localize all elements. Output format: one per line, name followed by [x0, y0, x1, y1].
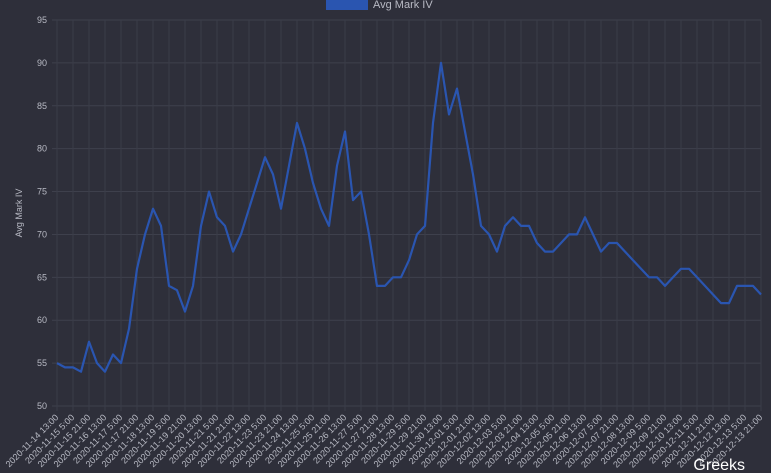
y-tick-label: 60 — [37, 315, 47, 325]
y-tick-label: 75 — [37, 187, 47, 197]
y-tick-label: 50 — [37, 401, 47, 411]
legend-swatch — [326, 0, 368, 10]
watermark: Greeks — [693, 457, 745, 473]
line — [56, 61, 762, 373]
legend-label: Avg Mark IV — [373, 0, 433, 11]
y-tick-label: 65 — [37, 272, 47, 282]
y-tick-label: 90 — [37, 58, 47, 68]
y-tick-label: 95 — [37, 15, 47, 25]
y-tick-label: 80 — [37, 144, 47, 154]
y-tick-label: 55 — [37, 358, 47, 368]
y-axis-title: Avg Mark IV — [14, 189, 24, 238]
y-tick-label: 70 — [37, 229, 47, 239]
y-tick-label: 85 — [37, 101, 47, 111]
